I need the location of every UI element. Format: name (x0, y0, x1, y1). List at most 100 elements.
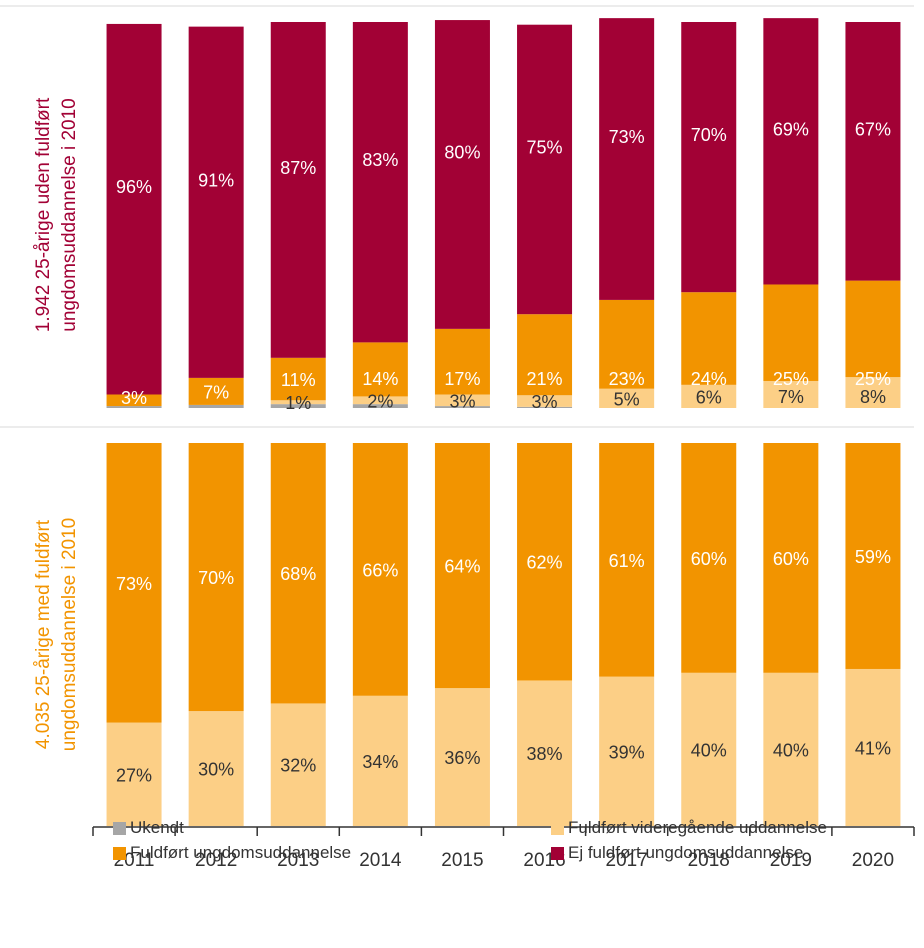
data-label-p2-fuldf-rt-viderega-ende-uddannelse-2014: 34% (362, 752, 398, 772)
bar-p1-ej-fuldf-rt-ungdomsuddannelse-2017 (599, 18, 655, 300)
bar-p1-fuldf-rt-ungdomsuddannelse-2017 (599, 299, 655, 389)
data-label-p1-fuldf-rt-viderega-ende-uddannelse-2020: 8% (860, 387, 886, 407)
legend-label-ungdomsuddannelse: Fuldført ungdomsuddannelse (130, 843, 352, 862)
bar-p1-ej-fuldf-rt-ungdomsuddannelse-2014 (352, 22, 408, 343)
x-tick-label-2015: 2015 (441, 850, 483, 871)
data-label-p1-fuldf-rt-ungdomsuddannelse-2015: 17% (444, 369, 480, 389)
bar-p1-ej-fuldf-rt-ungdomsuddannelse-2012 (188, 26, 244, 378)
legend-item-videregaaende: Fuldført videregående uddannelse (551, 818, 827, 838)
bar-p1-fuldf-rt-ungdomsuddannelse-2016 (517, 314, 573, 396)
legend-item-ej-fuldfoert: Ej fuldført ungdomsuddannelse (551, 843, 803, 863)
data-label-p2-fuldf-rt-viderega-ende-uddannelse-2015: 36% (444, 748, 480, 768)
data-label-p2-fuldf-rt-ungdomsuddannelse-2019: 60% (773, 549, 809, 569)
x-tick-label-2018: 2018 (688, 850, 730, 871)
data-label-p2-fuldf-rt-ungdomsuddannelse-2016: 62% (527, 553, 563, 573)
bar-p1-ukendt-2011 (106, 406, 162, 408)
data-label-p1-ej-fuldf-rt-ungdomsuddannelse-2013: 87% (280, 158, 316, 178)
data-label-p1-fuldf-rt-viderega-ende-uddannelse-2018: 6% (696, 387, 722, 407)
data-label-p2-fuldf-rt-ungdomsuddannelse-2017: 61% (609, 551, 645, 571)
x-tick-label-2020: 2020 (852, 850, 894, 871)
data-label-p1-fuldf-rt-ungdomsuddannelse-2013: 11% (281, 370, 316, 390)
bar-p2-fuldf-rt-viderega-ende-uddannelse-2016 (517, 680, 573, 826)
data-label-p2-fuldf-rt-ungdomsuddannelse-2018: 60% (691, 549, 727, 569)
data-label-p1-fuldf-rt-ungdomsuddannelse-2016: 21% (527, 369, 563, 389)
data-label-p2-fuldf-rt-ungdomsuddannelse-2015: 64% (444, 557, 480, 577)
bar-p1-ej-fuldf-rt-ungdomsuddannelse-2020 (845, 22, 901, 281)
bar-p2-fuldf-rt-ungdomsuddannelse-2012 (188, 443, 244, 712)
x-tick-label-2017: 2017 (606, 850, 648, 871)
data-label-p1-ej-fuldf-rt-ungdomsuddannelse-2016: 75% (527, 137, 563, 157)
legend-label-ukendt: Ukendt (130, 818, 184, 837)
bar-p2-fuldf-rt-ungdomsuddannelse-2017 (599, 443, 655, 677)
data-label-p1-fuldf-rt-ungdomsuddannelse-2020: 25% (855, 369, 891, 389)
bar-p1-fuldf-rt-viderega-ende-uddannelse-2020 (845, 377, 901, 408)
bar-p1-fuldf-rt-ungdomsuddannelse-2020 (845, 280, 901, 378)
bar-p1-ej-fuldf-rt-ungdomsuddannelse-2018 (681, 22, 737, 293)
bar-p2-fuldf-rt-ungdomsuddannelse-2016 (517, 443, 573, 681)
bar-p2-fuldf-rt-ungdomsuddannelse-2015 (434, 443, 490, 689)
bar-p2-fuldf-rt-ungdomsuddannelse-2014 (352, 443, 408, 696)
data-label-p1-fuldf-rt-viderega-ende-uddannelse-2015: 3% (449, 391, 475, 411)
bar-p1-fuldf-rt-ungdomsuddannelse-2012 (188, 377, 244, 405)
data-label-p2-fuldf-rt-ungdomsuddannelse-2014: 66% (362, 560, 398, 580)
bar-p1-fuldf-rt-ungdomsuddannelse-2013 (270, 357, 326, 401)
x-tick-label-2012: 2012 (195, 850, 237, 871)
data-label-p2-fuldf-rt-viderega-ende-uddannelse-2020: 41% (855, 738, 891, 758)
bar-p2-fuldf-rt-ungdomsuddannelse-2018 (681, 443, 737, 673)
bar-p1-ej-fuldf-rt-ungdomsuddannelse-2015 (434, 20, 490, 329)
bar-p1-fuldf-rt-viderega-ende-uddannelse-2015 (434, 394, 490, 407)
bar-p1-fuldf-rt-viderega-ende-uddannelse-2017 (599, 388, 655, 408)
bar-p2-fuldf-rt-viderega-ende-uddannelse-2018 (681, 672, 737, 826)
data-label-p1-ej-fuldf-rt-ungdomsuddannelse-2017: 73% (609, 127, 645, 147)
data-label-p2-fuldf-rt-ungdomsuddannelse-2020: 59% (855, 547, 891, 567)
legend-swatch-videregaaende (551, 821, 564, 835)
bar-p1-fuldf-rt-ungdomsuddannelse-2011 (106, 394, 162, 407)
data-label-p2-fuldf-rt-viderega-ende-uddannelse-2016: 38% (527, 744, 563, 764)
panel-1-label-line-2: ungdomsuddannelse i 2010 (59, 98, 80, 331)
bar-p2-fuldf-rt-ungdomsuddannelse-2013 (270, 443, 326, 704)
data-label-p1-ej-fuldf-rt-ungdomsuddannelse-2012: 91% (198, 170, 234, 190)
bar-p2-fuldf-rt-ungdomsuddannelse-2011 (106, 443, 162, 723)
bar-p1-ej-fuldf-rt-ungdomsuddannelse-2011 (106, 23, 162, 395)
x-tick-label-2013: 2013 (277, 850, 319, 871)
bar-p2-fuldf-rt-viderega-ende-uddannelse-2014 (352, 695, 408, 826)
data-label-p2-fuldf-rt-ungdomsuddannelse-2012: 70% (198, 568, 234, 588)
bar-p1-fuldf-rt-ungdomsuddannelse-2018 (681, 292, 737, 385)
data-label-p2-fuldf-rt-viderega-ende-uddannelse-2013: 32% (280, 756, 316, 776)
data-label-p1-fuldf-rt-viderega-ende-uddannelse-2013: 1% (285, 393, 311, 413)
data-label-p1-fuldf-rt-ungdomsuddannelse-2011: 3% (121, 388, 147, 408)
data-label-p1-fuldf-rt-viderega-ende-uddannelse-2016: 3% (532, 392, 558, 412)
x-tick-label-2019: 2019 (770, 850, 812, 871)
bar-p2-fuldf-rt-viderega-ende-uddannelse-2017 (599, 676, 655, 826)
bar-p2-fuldf-rt-ungdomsuddannelse-2019 (763, 443, 819, 673)
bar-p2-fuldf-rt-viderega-ende-uddannelse-2015 (434, 688, 490, 826)
data-label-p1-fuldf-rt-ungdomsuddannelse-2018: 24% (691, 369, 727, 389)
data-label-p1-ej-fuldf-rt-ungdomsuddannelse-2019: 69% (773, 119, 809, 139)
bar-p1-ej-fuldf-rt-ungdomsuddannelse-2013 (270, 22, 326, 358)
bar-p2-fuldf-rt-viderega-ende-uddannelse-2019 (763, 672, 819, 826)
legend-swatch-ej-fuldfoert (551, 846, 564, 860)
data-label-p2-fuldf-rt-viderega-ende-uddannelse-2017: 39% (609, 742, 645, 762)
bar-p2-fuldf-rt-viderega-ende-uddannelse-2020 (845, 668, 901, 826)
legend-label-videregaaende: Fuldført videregående uddannelse (568, 818, 827, 837)
data-label-p1-fuldf-rt-ungdomsuddannelse-2014: 14% (362, 369, 398, 389)
bar-p1-fuldf-rt-ungdomsuddannelse-2014 (352, 342, 408, 397)
data-label-p2-fuldf-rt-ungdomsuddannelse-2011: 73% (116, 574, 152, 594)
bar-p1-fuldf-rt-viderega-ende-uddannelse-2016 (517, 395, 573, 407)
data-label-p2-fuldf-rt-viderega-ende-uddannelse-2012: 30% (198, 760, 234, 780)
data-label-p1-ej-fuldf-rt-ungdomsuddannelse-2020: 67% (855, 119, 891, 139)
panel-2-label-line-1: 4.035 25-årige med fuldført (33, 519, 54, 749)
legend-item-ungdomsuddannelse: Fuldført ungdomsuddannelse (113, 843, 351, 863)
data-label-p2-fuldf-rt-ungdomsuddannelse-2013: 68% (280, 564, 316, 584)
bar-p2-fuldf-rt-viderega-ende-uddannelse-2011 (106, 722, 162, 826)
bar-p2-fuldf-rt-ungdomsuddannelse-2020 (845, 443, 901, 669)
bar-p1-fuldf-rt-viderega-ende-uddannelse-2018 (681, 384, 737, 408)
bar-p1-fuldf-rt-ungdomsuddannelse-2019 (763, 284, 819, 381)
data-label-p1-ej-fuldf-rt-ungdomsuddannelse-2018: 70% (691, 125, 727, 145)
data-label-p2-fuldf-rt-viderega-ende-uddannelse-2019: 40% (773, 740, 809, 760)
panel-2-label-line-2: ungdomsuddannelse i 2010 (59, 518, 80, 751)
panel-1-label-line-1: 1.942 25-årige uden fuldført (33, 97, 54, 332)
bar-p1-fuldf-rt-ungdomsuddannelse-2015 (434, 328, 490, 395)
data-label-p1-ej-fuldf-rt-ungdomsuddannelse-2014: 83% (362, 150, 398, 170)
